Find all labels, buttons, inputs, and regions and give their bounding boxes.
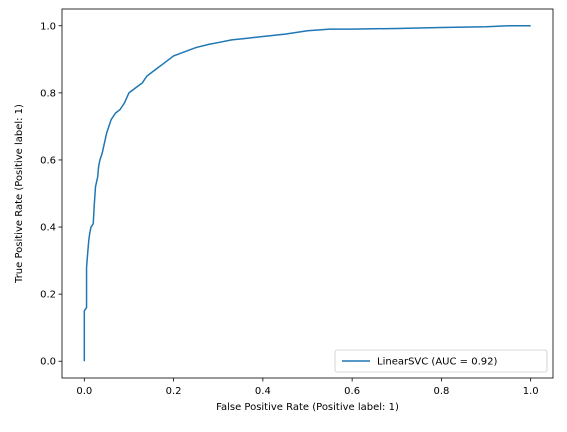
legend-box xyxy=(334,349,548,373)
x-axis-ticks: 0.0 0.2 0.4 0.6 0.8 1.0 xyxy=(76,378,539,397)
x-tick-label: 1.0 xyxy=(523,386,539,397)
x-tick-label: 0.6 xyxy=(344,386,360,397)
y-tick-label: 0.4 xyxy=(40,223,56,234)
x-tick-label: 0.8 xyxy=(433,386,449,397)
x-axis-label: False Positive Rate (Positive label: 1) xyxy=(216,402,399,413)
x-tick-label: 0.2 xyxy=(166,386,182,397)
y-tick-label: 0.8 xyxy=(40,88,56,99)
y-tick-label: 0.0 xyxy=(40,357,56,368)
plot-frame xyxy=(61,8,554,379)
y-axis-label: True Positive Rate (Positive label: 1) xyxy=(14,104,25,284)
y-tick-label: 1.0 xyxy=(40,21,56,32)
y-tick-label: 0.6 xyxy=(40,155,56,166)
y-axis-ticks: 0.0 0.2 0.4 0.6 0.8 1.0 xyxy=(40,21,62,368)
legend: LinearSVC (AUC = 0.92) xyxy=(334,349,548,373)
roc-curve-line xyxy=(83,25,531,362)
legend-entry-label: LinearSVC (AUC = 0.92) xyxy=(377,357,497,368)
x-tick-label: 0.4 xyxy=(255,386,271,397)
x-tick-label: 0.0 xyxy=(76,386,92,397)
y-tick-label: 0.2 xyxy=(40,290,56,301)
